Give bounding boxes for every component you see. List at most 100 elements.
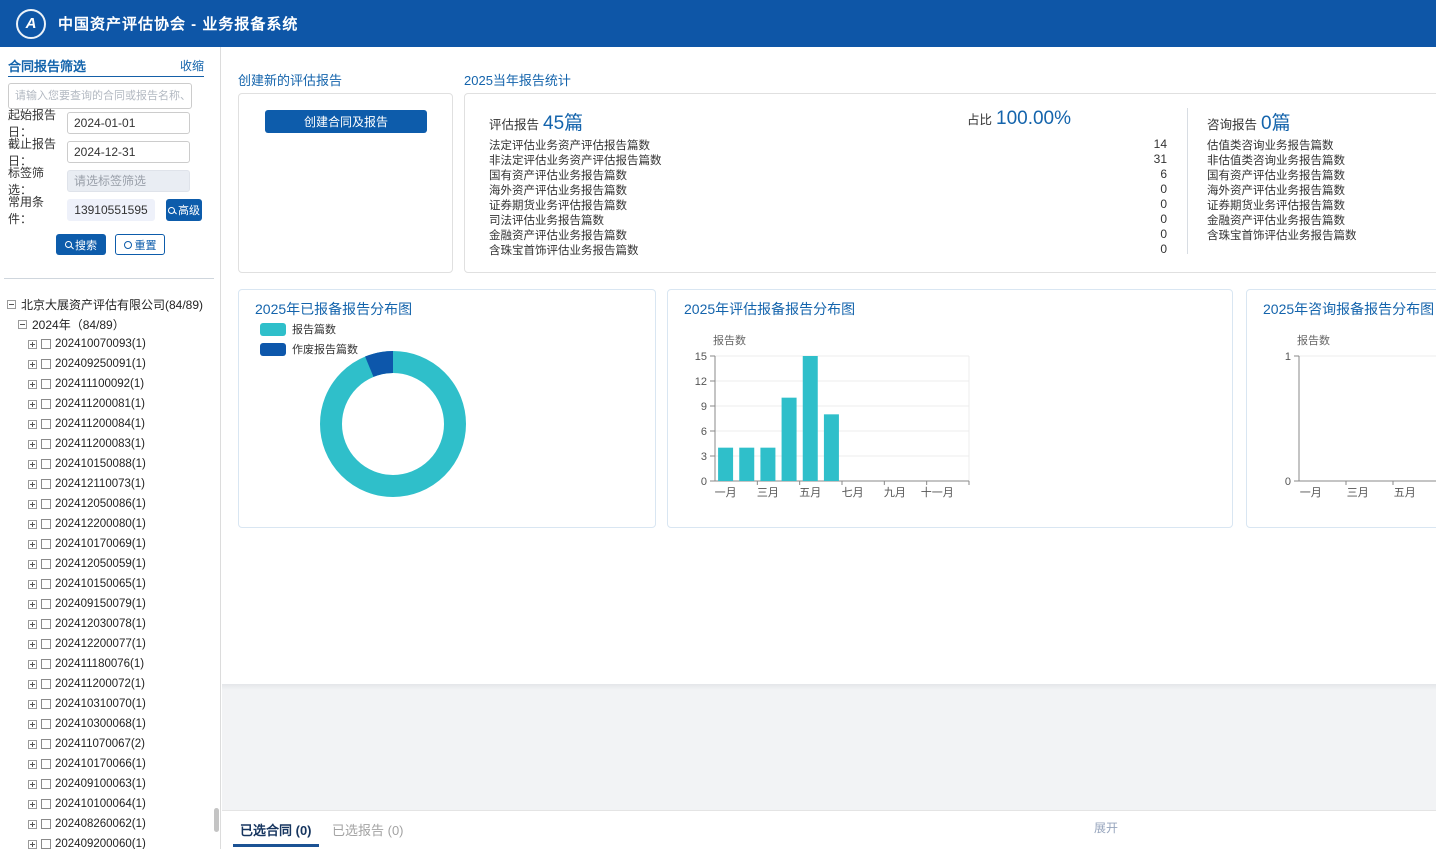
expand-icon[interactable] — [28, 699, 37, 709]
contract-checkbox[interactable] — [41, 779, 51, 789]
contract-checkbox[interactable] — [41, 679, 51, 689]
contract-checkbox[interactable] — [41, 479, 51, 489]
stat-row-label: 国有资产评估业务报告篇数 — [1207, 170, 1345, 182]
tree-contract-node[interactable]: 202411070067(2) — [0, 734, 214, 754]
collapse-icon[interactable] — [18, 319, 27, 329]
advanced-button[interactable]: 高级 — [166, 199, 202, 221]
expand-icon[interactable] — [28, 519, 37, 529]
collapse-link[interactable]: 收缩 — [179, 59, 204, 73]
expand-icon[interactable] — [28, 679, 37, 689]
tab-selected-reports[interactable]: 已选报告 (0) — [332, 823, 404, 838]
expand-icon[interactable] — [28, 739, 37, 749]
expand-icon[interactable] — [28, 459, 37, 469]
tag-filter-field[interactable] — [67, 170, 190, 192]
tree-contract-node[interactable]: 202410150065(1) — [0, 574, 214, 594]
contract-checkbox[interactable] — [41, 399, 51, 409]
contract-checkbox[interactable] — [41, 699, 51, 709]
tree-contract-node[interactable]: 202412200080(1) — [0, 514, 214, 534]
expand-icon[interactable] — [28, 579, 37, 589]
tree-contract-node[interactable]: 202409250091(1) — [0, 354, 214, 374]
tree-contract-node[interactable]: 202411200072(1) — [0, 674, 214, 694]
contract-checkbox[interactable] — [41, 739, 51, 749]
expand-icon[interactable] — [28, 799, 37, 809]
expand-icon[interactable] — [28, 419, 37, 429]
contract-checkbox[interactable] — [41, 559, 51, 569]
expand-icon[interactable] — [28, 839, 37, 849]
tree-contract-node[interactable]: 202411200084(1) — [0, 414, 214, 434]
contract-checkbox[interactable] — [41, 719, 51, 729]
contract-checkbox[interactable] — [41, 539, 51, 549]
contract-checkbox[interactable] — [41, 519, 51, 529]
contract-checkbox[interactable] — [41, 839, 51, 849]
search-button[interactable]: 搜索 — [56, 234, 106, 255]
expand-icon[interactable] — [28, 359, 37, 369]
contract-checkbox[interactable] — [41, 659, 51, 669]
tree-contract-node[interactable]: 202409150079(1) — [0, 594, 214, 614]
sidebar-scrollbar-thumb[interactable] — [214, 808, 219, 832]
expand-icon[interactable] — [28, 479, 37, 489]
expand-icon[interactable] — [28, 339, 37, 349]
contract-checkbox[interactable] — [41, 579, 51, 589]
contract-checkbox[interactable] — [41, 379, 51, 389]
contract-checkbox[interactable] — [41, 799, 51, 809]
legend-item-reports[interactable]: 报告篇数 — [260, 319, 358, 339]
expand-icon[interactable] — [28, 599, 37, 609]
contract-checkbox[interactable] — [41, 339, 51, 349]
svg-text:9: 9 — [701, 401, 707, 413]
tree-contract-node[interactable]: 202412030078(1) — [0, 614, 214, 634]
contract-checkbox[interactable] — [41, 459, 51, 469]
tree-contract-node[interactable]: 202412050086(1) — [0, 494, 214, 514]
tree-contract-node[interactable]: 202411180076(1) — [0, 654, 214, 674]
tree-contract-node[interactable]: 202411200083(1) — [0, 434, 214, 454]
expand-link[interactable]: 展开 — [1094, 821, 1119, 835]
expand-icon[interactable] — [28, 659, 37, 669]
expand-icon[interactable] — [28, 499, 37, 509]
expand-icon[interactable] — [28, 379, 37, 389]
contract-checkbox[interactable] — [41, 419, 51, 429]
tree-contract-node[interactable]: 202410170066(1) — [0, 754, 214, 774]
contract-checkbox[interactable] — [41, 599, 51, 609]
tree-contract-node[interactable]: 202410310070(1) — [0, 694, 214, 714]
contract-checkbox[interactable] — [41, 499, 51, 509]
tree-contract-node[interactable]: 202410100064(1) — [0, 794, 214, 814]
contract-checkbox[interactable] — [41, 639, 51, 649]
contract-checkbox[interactable] — [41, 819, 51, 829]
expand-icon[interactable] — [28, 619, 37, 629]
tree-year-node[interactable]: 2024年（84/89） — [0, 314, 214, 334]
tree-contract-node[interactable]: 202410070093(1) — [0, 334, 214, 354]
tree-contract-node[interactable]: 202410150088(1) — [0, 454, 214, 474]
tab-selected-contracts[interactable]: 已选合同 (0) — [240, 823, 312, 838]
tree-root-node[interactable]: 北京大展资产评估有限公司(84/89) — [0, 294, 214, 314]
tree-contract-node[interactable]: 202412050059(1) — [0, 554, 214, 574]
tree-contract-node[interactable]: 202409100063(1) — [0, 774, 214, 794]
contract-checkbox[interactable] — [41, 619, 51, 629]
tree-contract-node[interactable]: 202411100092(1) — [0, 374, 214, 394]
contract-checkbox[interactable] — [41, 359, 51, 369]
expand-icon[interactable] — [28, 759, 37, 769]
tree-contract-node[interactable]: 202411200081(1) — [0, 394, 214, 414]
tree-contract-node[interactable]: 202410170069(1) — [0, 534, 214, 554]
expand-icon[interactable] — [28, 399, 37, 409]
expand-icon[interactable] — [28, 559, 37, 569]
tree-contract-node[interactable]: 202408260062(1) — [0, 814, 214, 834]
expand-icon[interactable] — [28, 439, 37, 449]
favorite-field[interactable] — [67, 199, 155, 221]
end-date-field[interactable] — [67, 141, 190, 163]
reset-button[interactable]: 重置 — [115, 234, 165, 255]
tree-contract-node[interactable]: 202410300068(1) — [0, 714, 214, 734]
create-contract-report-button[interactable]: 创建合同及报告 — [265, 110, 427, 133]
tree-contract-node[interactable]: 202412110073(1) — [0, 474, 214, 494]
expand-icon[interactable] — [28, 779, 37, 789]
tree-contract-node[interactable]: 202409200060(1) — [0, 834, 214, 849]
contract-checkbox[interactable] — [41, 439, 51, 449]
start-date-field[interactable] — [67, 112, 190, 134]
expand-icon[interactable] — [28, 819, 37, 829]
search-input[interactable] — [8, 83, 192, 109]
legend-item-voided[interactable]: 作废报告篇数 — [260, 339, 358, 359]
expand-icon[interactable] — [28, 719, 37, 729]
tree-contract-node[interactable]: 202412200077(1) — [0, 634, 214, 654]
contract-checkbox[interactable] — [41, 759, 51, 769]
expand-icon[interactable] — [28, 639, 37, 649]
expand-icon[interactable] — [28, 539, 37, 549]
collapse-icon[interactable] — [7, 299, 16, 309]
